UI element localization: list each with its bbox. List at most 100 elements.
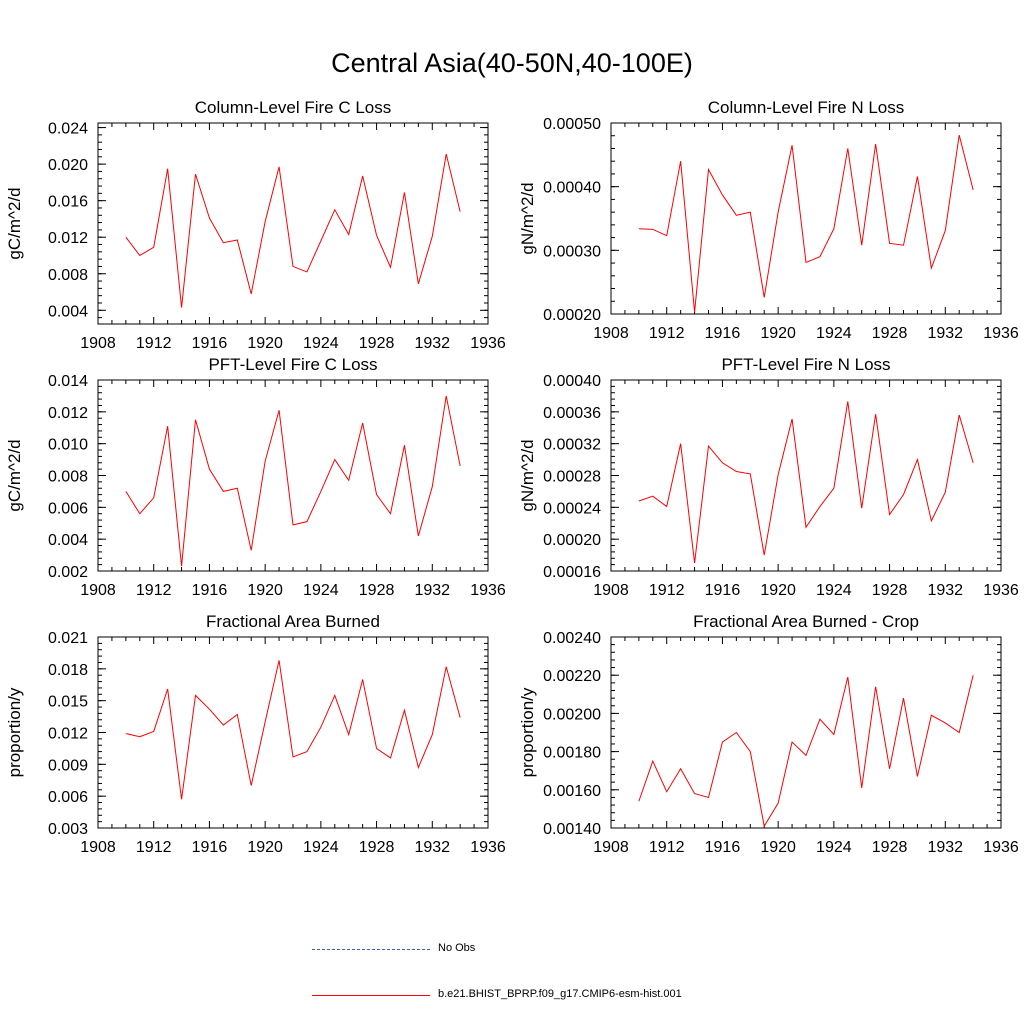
y-tick-label: 0.008 (48, 469, 88, 486)
series-line (638, 401, 974, 564)
y-tick-label: 0.00024 (543, 500, 601, 517)
x-tick-label: 1936 (470, 582, 506, 599)
x-tick-label: 1928 (359, 839, 395, 856)
y-axis-label: gC/m^2/d (5, 439, 24, 511)
x-tick-label: 1928 (359, 335, 395, 352)
series-line (125, 660, 461, 800)
y-tick-label: 0.00240 (543, 630, 601, 647)
y-tick-label: 0.00050 (543, 116, 601, 133)
y-tick-label: 0.024 (48, 121, 88, 138)
y-axis-label: proportion/y (5, 687, 24, 777)
x-tick-label: 1928 (872, 582, 908, 599)
x-tick-label: 1912 (649, 582, 685, 599)
y-tick-label: 0.003 (48, 821, 88, 838)
y-tick-label: 0.006 (48, 789, 88, 806)
y-tick-label: 0.012 (48, 230, 88, 247)
y-tick-label: 0.002 (48, 564, 88, 581)
y-tick-label: 0.004 (48, 532, 88, 549)
x-tick-label: 1912 (136, 582, 172, 599)
y-tick-label: 0.00200 (543, 706, 601, 723)
x-tick-label: 1928 (872, 839, 908, 856)
x-tick-label: 1936 (470, 335, 506, 352)
x-tick-label: 1924 (303, 335, 339, 352)
x-tick-label: 1932 (927, 839, 963, 856)
x-tick-label: 1920 (247, 582, 283, 599)
y-tick-label: 0.012 (48, 726, 88, 743)
x-tick-label: 1908 (80, 839, 116, 856)
y-tick-label: 0.008 (48, 267, 88, 284)
x-tick-label: 1920 (760, 839, 796, 856)
panel-title: Fractional Area Burned - Crop (693, 612, 919, 631)
x-tick-label: 1908 (593, 582, 629, 599)
plot-frame (610, 636, 1002, 829)
y-tick-label: 0.00020 (543, 307, 601, 324)
y-tick-label: 0.00032 (543, 437, 601, 454)
y-tick-label: 0.006 (48, 500, 88, 517)
x-tick-label: 1916 (705, 325, 741, 342)
y-tick-label: 0.00036 (543, 405, 601, 422)
x-tick-label: 1928 (872, 325, 908, 342)
x-tick-label: 1924 (303, 839, 339, 856)
y-tick-label: 0.00028 (543, 469, 601, 486)
panel-title: Fractional Area Burned (206, 612, 380, 631)
y-tick-label: 0.00220 (543, 668, 601, 685)
y-tick-label: 0.012 (48, 405, 88, 422)
x-tick-label: 1920 (760, 325, 796, 342)
x-tick-label: 1932 (414, 582, 450, 599)
x-tick-label: 1932 (414, 839, 450, 856)
y-tick-label: 0.00016 (543, 564, 601, 581)
y-tick-label: 0.00040 (543, 180, 601, 197)
x-tick-label: 1924 (303, 582, 339, 599)
panel-title: PFT-Level Fire C Loss (208, 355, 377, 374)
y-tick-label: 0.014 (48, 373, 88, 390)
y-axis-label: gC/m^2/d (5, 187, 24, 259)
x-tick-label: 1916 (192, 582, 228, 599)
x-tick-label: 1932 (927, 325, 963, 342)
x-tick-label: 1924 (816, 582, 852, 599)
y-tick-label: 0.00030 (543, 243, 601, 260)
x-tick-label: 1908 (80, 335, 116, 352)
legend-label-model-run: b.e21.BHIST_BPRP.f09_g17.CMIP6-esm-hist.… (438, 988, 682, 1000)
legend-line-dashed (312, 949, 430, 950)
y-tick-label: 0.00020 (543, 532, 601, 549)
x-tick-label: 1912 (136, 335, 172, 352)
y-tick-label: 0.004 (48, 303, 88, 320)
x-tick-label: 1916 (192, 839, 228, 856)
x-tick-label: 1936 (983, 582, 1019, 599)
x-tick-label: 1908 (593, 325, 629, 342)
x-tick-label: 1924 (816, 325, 852, 342)
y-tick-label: 0.00180 (543, 745, 601, 762)
y-tick-label: 0.015 (48, 694, 88, 711)
x-tick-label: 1916 (705, 839, 741, 856)
x-tick-label: 1936 (470, 839, 506, 856)
series-line (638, 675, 974, 828)
legend-label-no-obs: No Obs (438, 942, 476, 954)
y-tick-label: 0.010 (48, 437, 88, 454)
plot-frame (97, 636, 489, 829)
y-tick-label: 0.00040 (543, 373, 601, 390)
x-tick-label: 1912 (649, 839, 685, 856)
plot-frame (97, 122, 489, 325)
x-tick-label: 1932 (414, 335, 450, 352)
x-tick-label: 1932 (927, 582, 963, 599)
panel-title: Column-Level Fire N Loss (708, 98, 905, 117)
y-axis-label: proportion/y (518, 687, 537, 777)
x-tick-label: 1908 (593, 839, 629, 856)
x-tick-label: 1912 (136, 839, 172, 856)
plot-frame (610, 379, 1002, 572)
x-tick-label: 1936 (983, 325, 1019, 342)
x-tick-label: 1912 (649, 325, 685, 342)
series-line (638, 134, 974, 313)
y-axis-label: gN/m^2/d (518, 439, 537, 511)
y-tick-label: 0.016 (48, 194, 88, 211)
y-tick-label: 0.00140 (543, 821, 601, 838)
legend-line-solid (312, 995, 430, 996)
y-axis-label: gN/m^2/d (518, 182, 537, 254)
x-tick-label: 1908 (80, 582, 116, 599)
panel-title: PFT-Level Fire N Loss (721, 355, 890, 374)
x-tick-label: 1920 (247, 839, 283, 856)
y-tick-label: 0.021 (48, 630, 88, 647)
figure-title: Central Asia(40-50N,40-100E) (331, 48, 693, 78)
y-tick-label: 0.020 (48, 157, 88, 174)
